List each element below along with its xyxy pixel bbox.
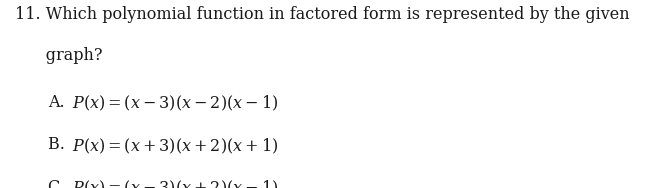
Text: A.: A. [48,94,75,111]
Text: B.: B. [48,136,75,153]
Text: $P(x) = (x - 3)(x - 2)(x - 1)$: $P(x) = (x - 3)(x - 2)(x - 1)$ [72,94,278,113]
Text: 11. Which polynomial function in factored form is represented by the given: 11. Which polynomial function in factore… [15,6,629,23]
Text: C.: C. [48,179,75,188]
Text: $P(x) = (x - 3)(x + 2)(x - 1)$: $P(x) = (x - 3)(x + 2)(x - 1)$ [72,179,278,188]
Text: graph?: graph? [15,47,102,64]
Text: $P(x) = (x + 3)(x + 2)(x + 1)$: $P(x) = (x + 3)(x + 2)(x + 1)$ [72,136,278,155]
